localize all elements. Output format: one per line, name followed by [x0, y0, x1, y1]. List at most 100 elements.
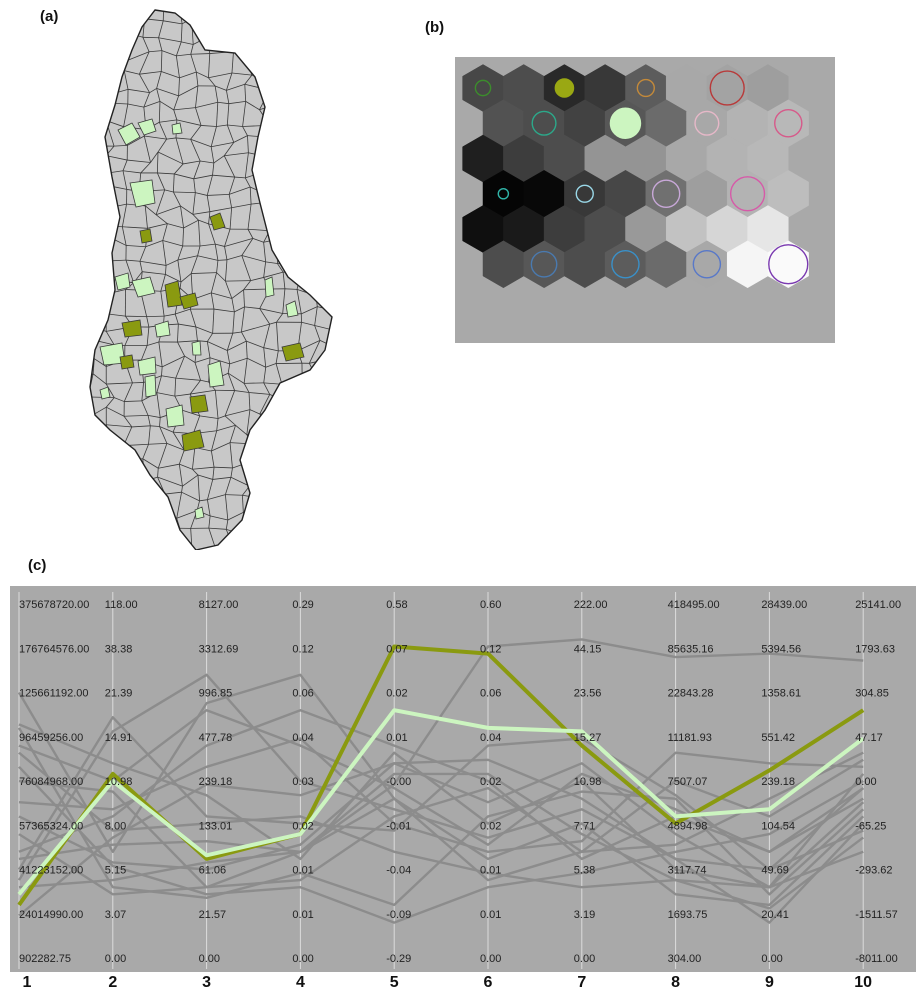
municipality-border — [189, 380, 201, 395]
background-line — [18, 638, 864, 861]
municipality-border — [197, 474, 213, 480]
municipality-border — [148, 442, 167, 445]
municipality-border — [276, 450, 288, 464]
municipality-border — [156, 152, 159, 173]
municipality-border — [79, 384, 83, 391]
municipality-border — [180, 205, 184, 229]
municipality-border — [130, 526, 140, 537]
municipality-border — [310, 270, 332, 282]
municipality-border — [259, 195, 270, 204]
municipality-border — [295, 190, 320, 195]
municipality-border — [60, 310, 61, 324]
tick-label: 0.00 — [105, 953, 126, 965]
municipality-border — [60, 42, 62, 60]
municipality-border — [263, 125, 270, 138]
tick-label: 176764576.00 — [19, 643, 89, 655]
municipality-border — [242, 101, 247, 127]
municipality-border — [333, 503, 338, 515]
tick-label: 5.38 — [574, 865, 595, 877]
tick-label: 7507.07 — [668, 776, 708, 788]
municipality-border — [216, 272, 226, 282]
tick-label: 3.07 — [105, 909, 126, 921]
municipality-border — [90, 240, 99, 250]
background-line — [18, 758, 865, 924]
municipality-border — [162, 527, 169, 545]
municipality-border — [142, 444, 149, 459]
municipality-border — [208, 53, 211, 78]
municipality-border — [189, 309, 197, 328]
municipality-border — [285, 100, 299, 105]
municipality-border — [96, 441, 115, 451]
municipality-border — [298, 396, 313, 401]
highlighted-region-light — [117, 122, 141, 146]
municipality-border — [106, 512, 123, 517]
municipality-border — [191, 10, 199, 19]
municipality-border — [178, 323, 196, 328]
municipality-border — [174, 378, 177, 397]
municipality-border — [73, 191, 89, 194]
municipality-border — [247, 135, 249, 153]
municipality-border — [176, 119, 202, 126]
municipality-border — [343, 195, 347, 203]
municipality-border — [140, 345, 148, 361]
municipality-border — [90, 225, 99, 249]
municipality-border — [346, 109, 350, 125]
som-cluster-circle — [694, 110, 720, 136]
municipality-border — [263, 38, 283, 44]
municipality-border — [138, 51, 150, 75]
municipality-border — [72, 137, 76, 152]
municipality-border — [225, 259, 228, 282]
municipality-border — [310, 280, 317, 296]
highlighted-region-dark — [119, 354, 135, 370]
tick-label: 28439.00 — [761, 599, 807, 611]
municipality-border — [269, 88, 276, 91]
municipality-border — [178, 528, 181, 547]
municipality-border — [71, 534, 75, 550]
municipality-border — [97, 239, 115, 250]
municipality-border — [252, 10, 260, 11]
municipality-border — [327, 222, 332, 240]
municipality-border — [181, 486, 183, 493]
municipality-border — [337, 326, 344, 331]
tick-label: 0.04 — [292, 732, 313, 744]
municipality-border — [198, 219, 209, 225]
tick-label: 0.00 — [199, 953, 220, 965]
municipality-border — [65, 237, 74, 241]
municipality-border — [231, 203, 252, 209]
municipality-border — [232, 311, 235, 334]
municipality-border — [336, 191, 347, 196]
municipality-border — [299, 482, 305, 499]
municipality-border — [90, 328, 97, 340]
municipality-border — [311, 528, 320, 544]
municipality-border — [299, 153, 318, 161]
municipality-border — [263, 367, 267, 383]
municipality-border — [295, 190, 301, 204]
tick-label: 104.54 — [761, 820, 795, 832]
municipality-border — [121, 226, 127, 246]
municipality-border — [299, 202, 310, 206]
highlighted-region-light — [137, 356, 157, 376]
municipality-border — [147, 414, 161, 418]
municipality-border — [310, 103, 314, 123]
municipality-border — [157, 172, 175, 175]
municipality-border — [157, 468, 159, 478]
municipality-border — [72, 129, 76, 136]
municipality-border — [114, 144, 128, 147]
municipality-border — [99, 270, 107, 279]
municipality-border — [206, 16, 213, 38]
municipality-border — [178, 464, 183, 487]
municipality-border — [248, 392, 251, 410]
municipality-border — [286, 5, 297, 6]
municipality-border — [208, 223, 216, 245]
municipality-border — [62, 434, 65, 444]
municipality-border — [234, 306, 245, 313]
municipality-border — [216, 418, 219, 431]
municipality-border — [330, 270, 332, 300]
municipality-border — [314, 21, 321, 37]
tick-label: 7.71 — [574, 820, 595, 832]
municipality-border — [241, 306, 245, 333]
municipality-border — [227, 124, 243, 127]
municipality-border — [90, 424, 107, 432]
tick-label: 0.58 — [386, 599, 407, 611]
axis-number-label: 4 — [295, 974, 305, 991]
